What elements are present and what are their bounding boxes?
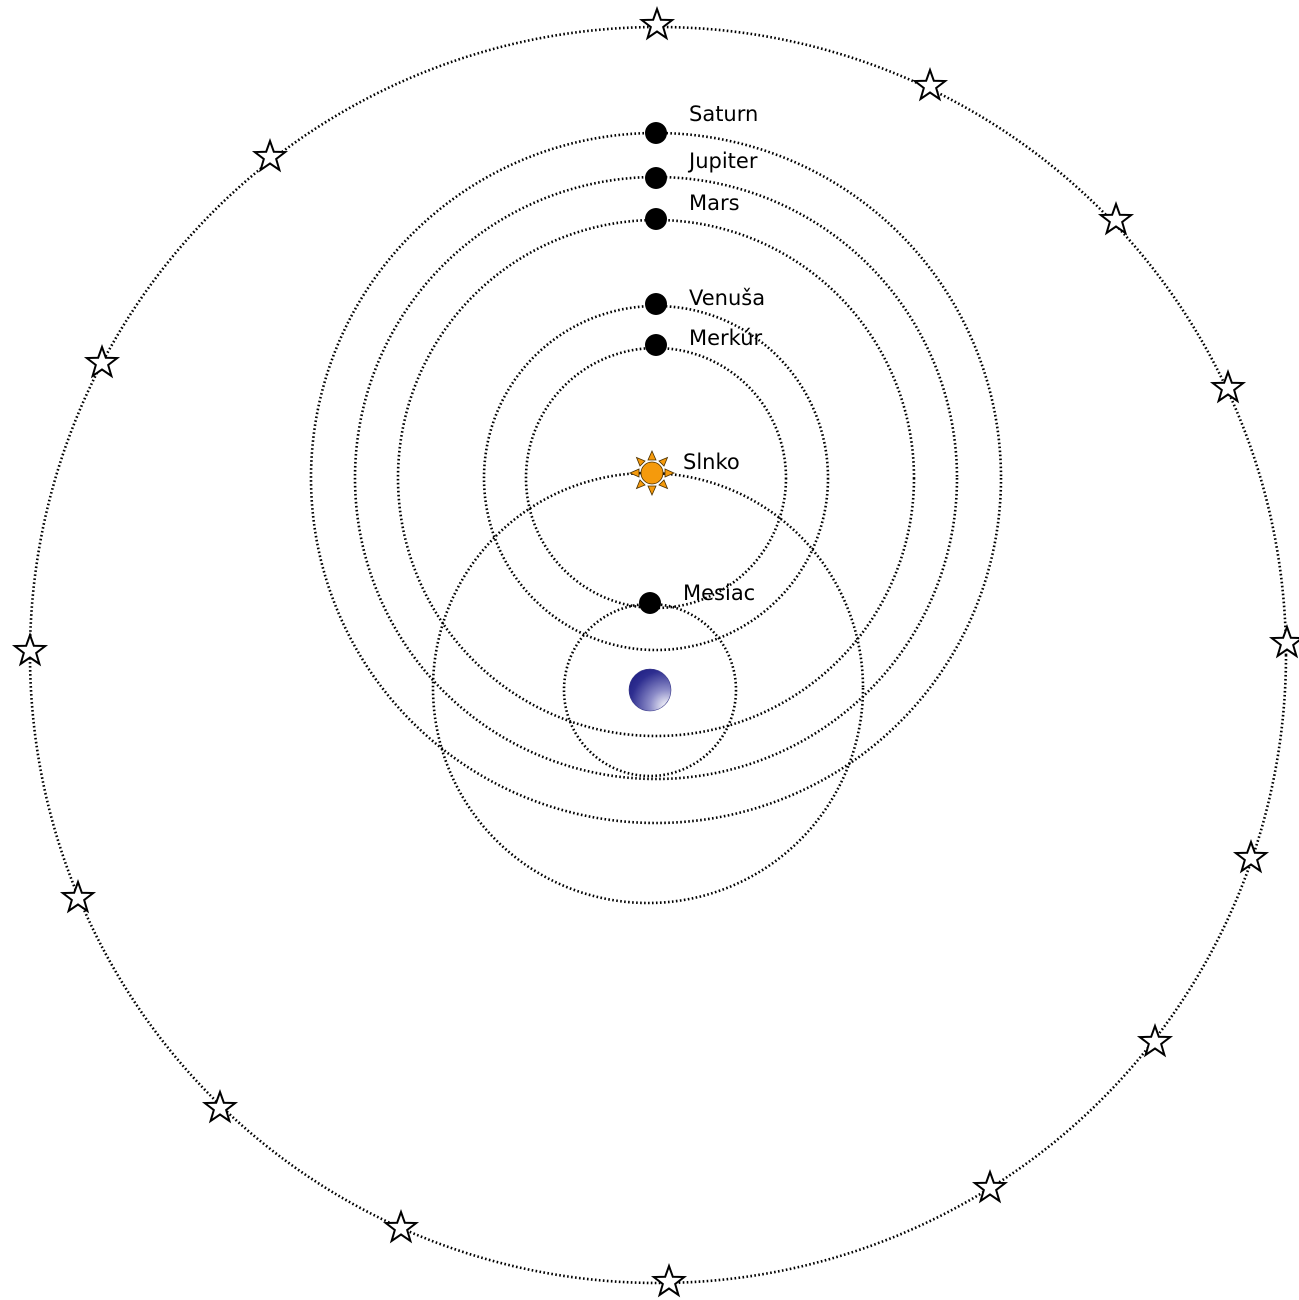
star-icon: [201, 1089, 239, 1124]
venus-dot: [645, 293, 667, 315]
star-icon: [83, 344, 121, 379]
star-icon: [638, 6, 676, 41]
mercury-label: Merkúr: [689, 326, 762, 350]
sun-icon: [629, 450, 675, 496]
star-icon: [911, 67, 949, 102]
venus-label: Venuša: [689, 286, 765, 310]
star-icon: [971, 1169, 1009, 1204]
star-icon: [1209, 369, 1247, 404]
moon-dot: [639, 592, 661, 614]
star-icon: [1268, 624, 1299, 659]
star-icon: [382, 1209, 420, 1244]
earth-icon: [628, 668, 672, 712]
saturn-label: Saturn: [689, 102, 758, 126]
mars-label: Mars: [689, 191, 740, 215]
sun-label: Slnko: [683, 450, 740, 474]
star-icon: [1097, 201, 1135, 236]
jupiter-dot: [645, 167, 667, 189]
star-icon: [1232, 839, 1270, 874]
jupiter-orbit: [353, 175, 959, 781]
saturn-dot: [645, 122, 667, 144]
jupiter-label: Jupiter: [687, 149, 758, 173]
venus-orbit: [482, 304, 830, 652]
star-icon: [251, 138, 289, 173]
moon-label: Mesiac: [683, 581, 755, 605]
star-icon: [11, 632, 49, 667]
star-icon: [650, 1263, 688, 1298]
star-icon: [1136, 1023, 1174, 1058]
mars-orbit: [396, 218, 916, 738]
mercury-dot: [645, 334, 667, 356]
mars-dot: [645, 208, 667, 230]
sphere-of-stars: [11, 6, 1299, 1298]
star-icon: [59, 879, 97, 914]
